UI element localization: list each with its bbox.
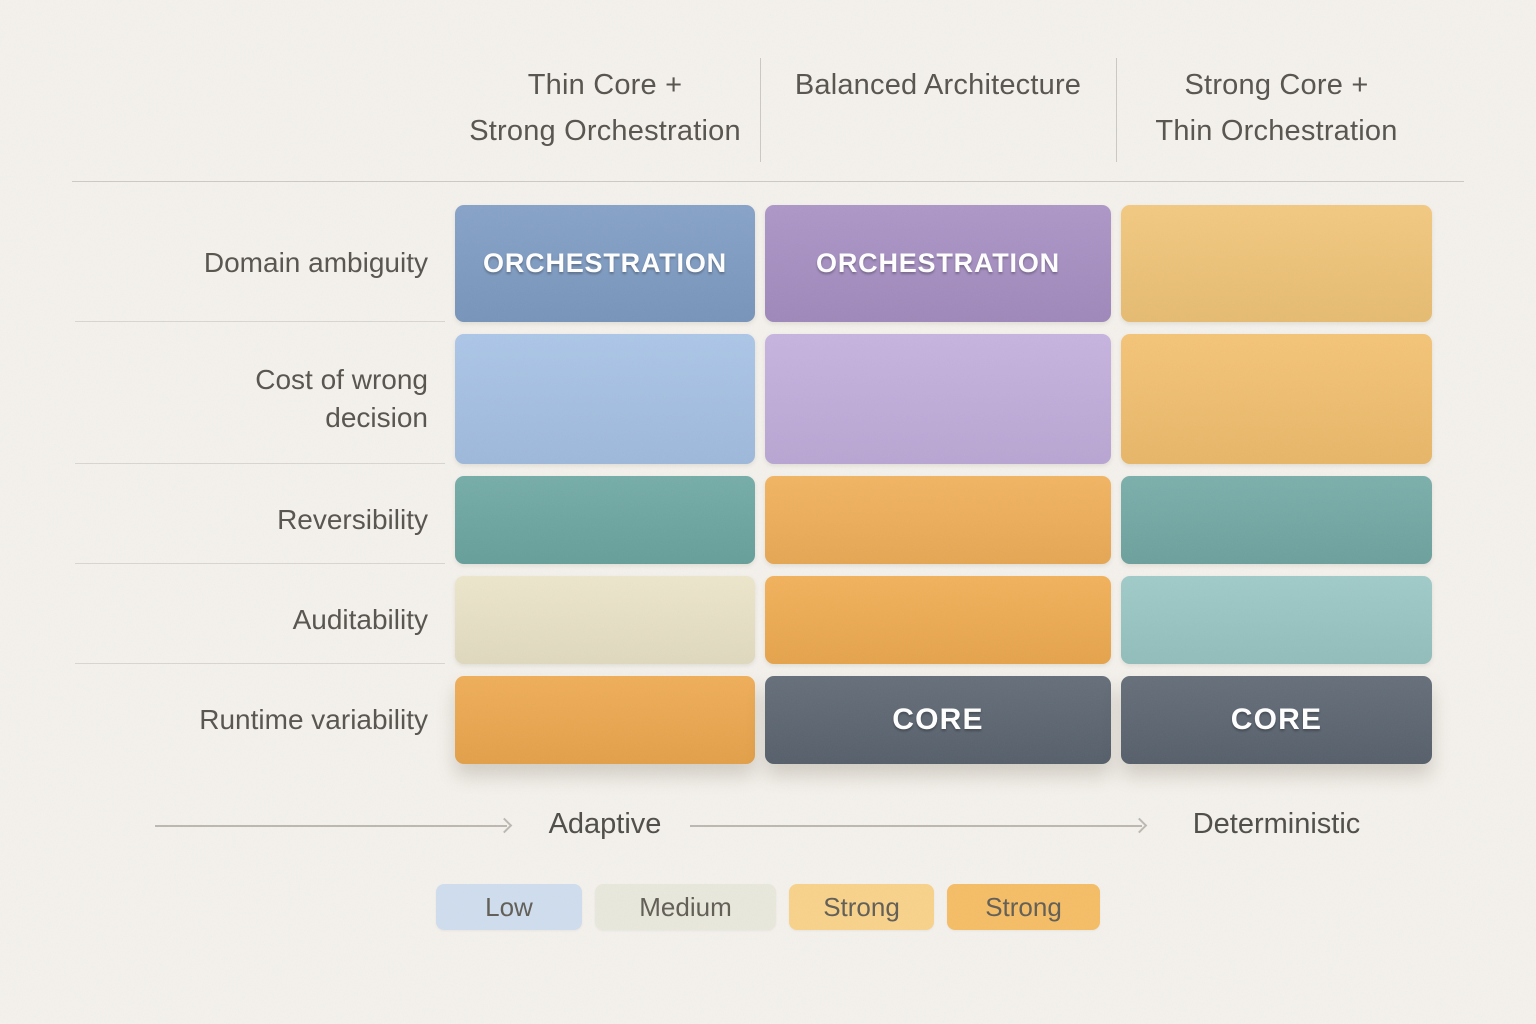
row-label-text: Domain ambiguity: [203, 247, 428, 279]
matrix-cell: [455, 334, 755, 464]
cell-text: CORE: [892, 703, 984, 736]
header-divider: [760, 58, 761, 162]
matrix-cell: [1121, 205, 1432, 322]
cell-text: CORE: [1230, 703, 1323, 736]
matrix-cell: [455, 476, 755, 564]
column-header-thin-core: Thin Core + Strong Orchestration: [455, 62, 755, 154]
column-header-strong-core: Strong Core + Thin Orchestration: [1121, 62, 1432, 154]
matrix-cell: [455, 676, 755, 764]
matrix-cell: ORCHESTRATION: [765, 205, 1111, 322]
row-label-text: Cost of wrong decision: [255, 363, 428, 433]
comparison-matrix: Domain ambiguity ORCHESTRATION ORCHESTRA…: [75, 205, 1432, 764]
matrix-cell: [455, 576, 755, 664]
legend-chip-low: Low: [436, 884, 582, 930]
matrix-cell: [1121, 576, 1432, 664]
matrix-cell: [765, 334, 1111, 464]
header-rule: [72, 181, 1464, 182]
legend-chip-label: Strong: [985, 891, 1062, 922]
header-divider: [1116, 58, 1117, 162]
column-header-line2: Strong Orchestration: [469, 115, 741, 147]
row-label-reversibility: Reversibility: [75, 476, 445, 564]
cell-text: ORCHESTRATION: [483, 248, 727, 278]
row-label-text: Auditability: [292, 603, 428, 635]
matrix-cell: CORE: [765, 676, 1111, 764]
legend-chip-label: Strong: [823, 891, 900, 922]
matrix-cell: [765, 476, 1111, 564]
column-header-line2: Thin Orchestration: [1155, 115, 1398, 147]
axis-label-deterministic: Deterministic: [1192, 808, 1361, 840]
column-header-line1: Strong Core +: [1184, 69, 1369, 101]
legend-chip-label: Low: [485, 891, 533, 922]
legend-chip-label: Medium: [639, 891, 732, 922]
row-label-runtime-variability: Runtime variability: [75, 676, 445, 764]
column-header-balanced: Balanced Architecture: [765, 62, 1111, 108]
legend-chip-strong-light: Strong: [789, 884, 934, 930]
column-header-line1: Balanced Architecture: [794, 69, 1082, 101]
column-header-line1: Thin Core +: [527, 69, 683, 101]
matrix-cell: [1121, 476, 1432, 564]
matrix-cell: ORCHESTRATION: [455, 205, 755, 322]
legend-chip-medium: Medium: [595, 884, 776, 930]
row-label-domain-ambiguity: Domain ambiguity: [75, 205, 445, 322]
matrix-cell: [1121, 334, 1432, 464]
legend: Low Medium Strong Strong: [0, 884, 1536, 930]
matrix-cell: [765, 576, 1111, 664]
row-label-text: Reversibility: [277, 503, 428, 535]
row-label-auditability: Auditability: [75, 576, 445, 664]
legend-chip-strong: Strong: [947, 884, 1100, 930]
axis-arrow-right: [690, 817, 1148, 834]
row-label-cost-of-wrong-decision: Cost of wrong decision: [75, 334, 445, 464]
cell-text: ORCHESTRATION: [816, 248, 1060, 278]
matrix-cell: CORE: [1121, 676, 1432, 764]
row-label-text: Runtime variability: [199, 704, 428, 736]
